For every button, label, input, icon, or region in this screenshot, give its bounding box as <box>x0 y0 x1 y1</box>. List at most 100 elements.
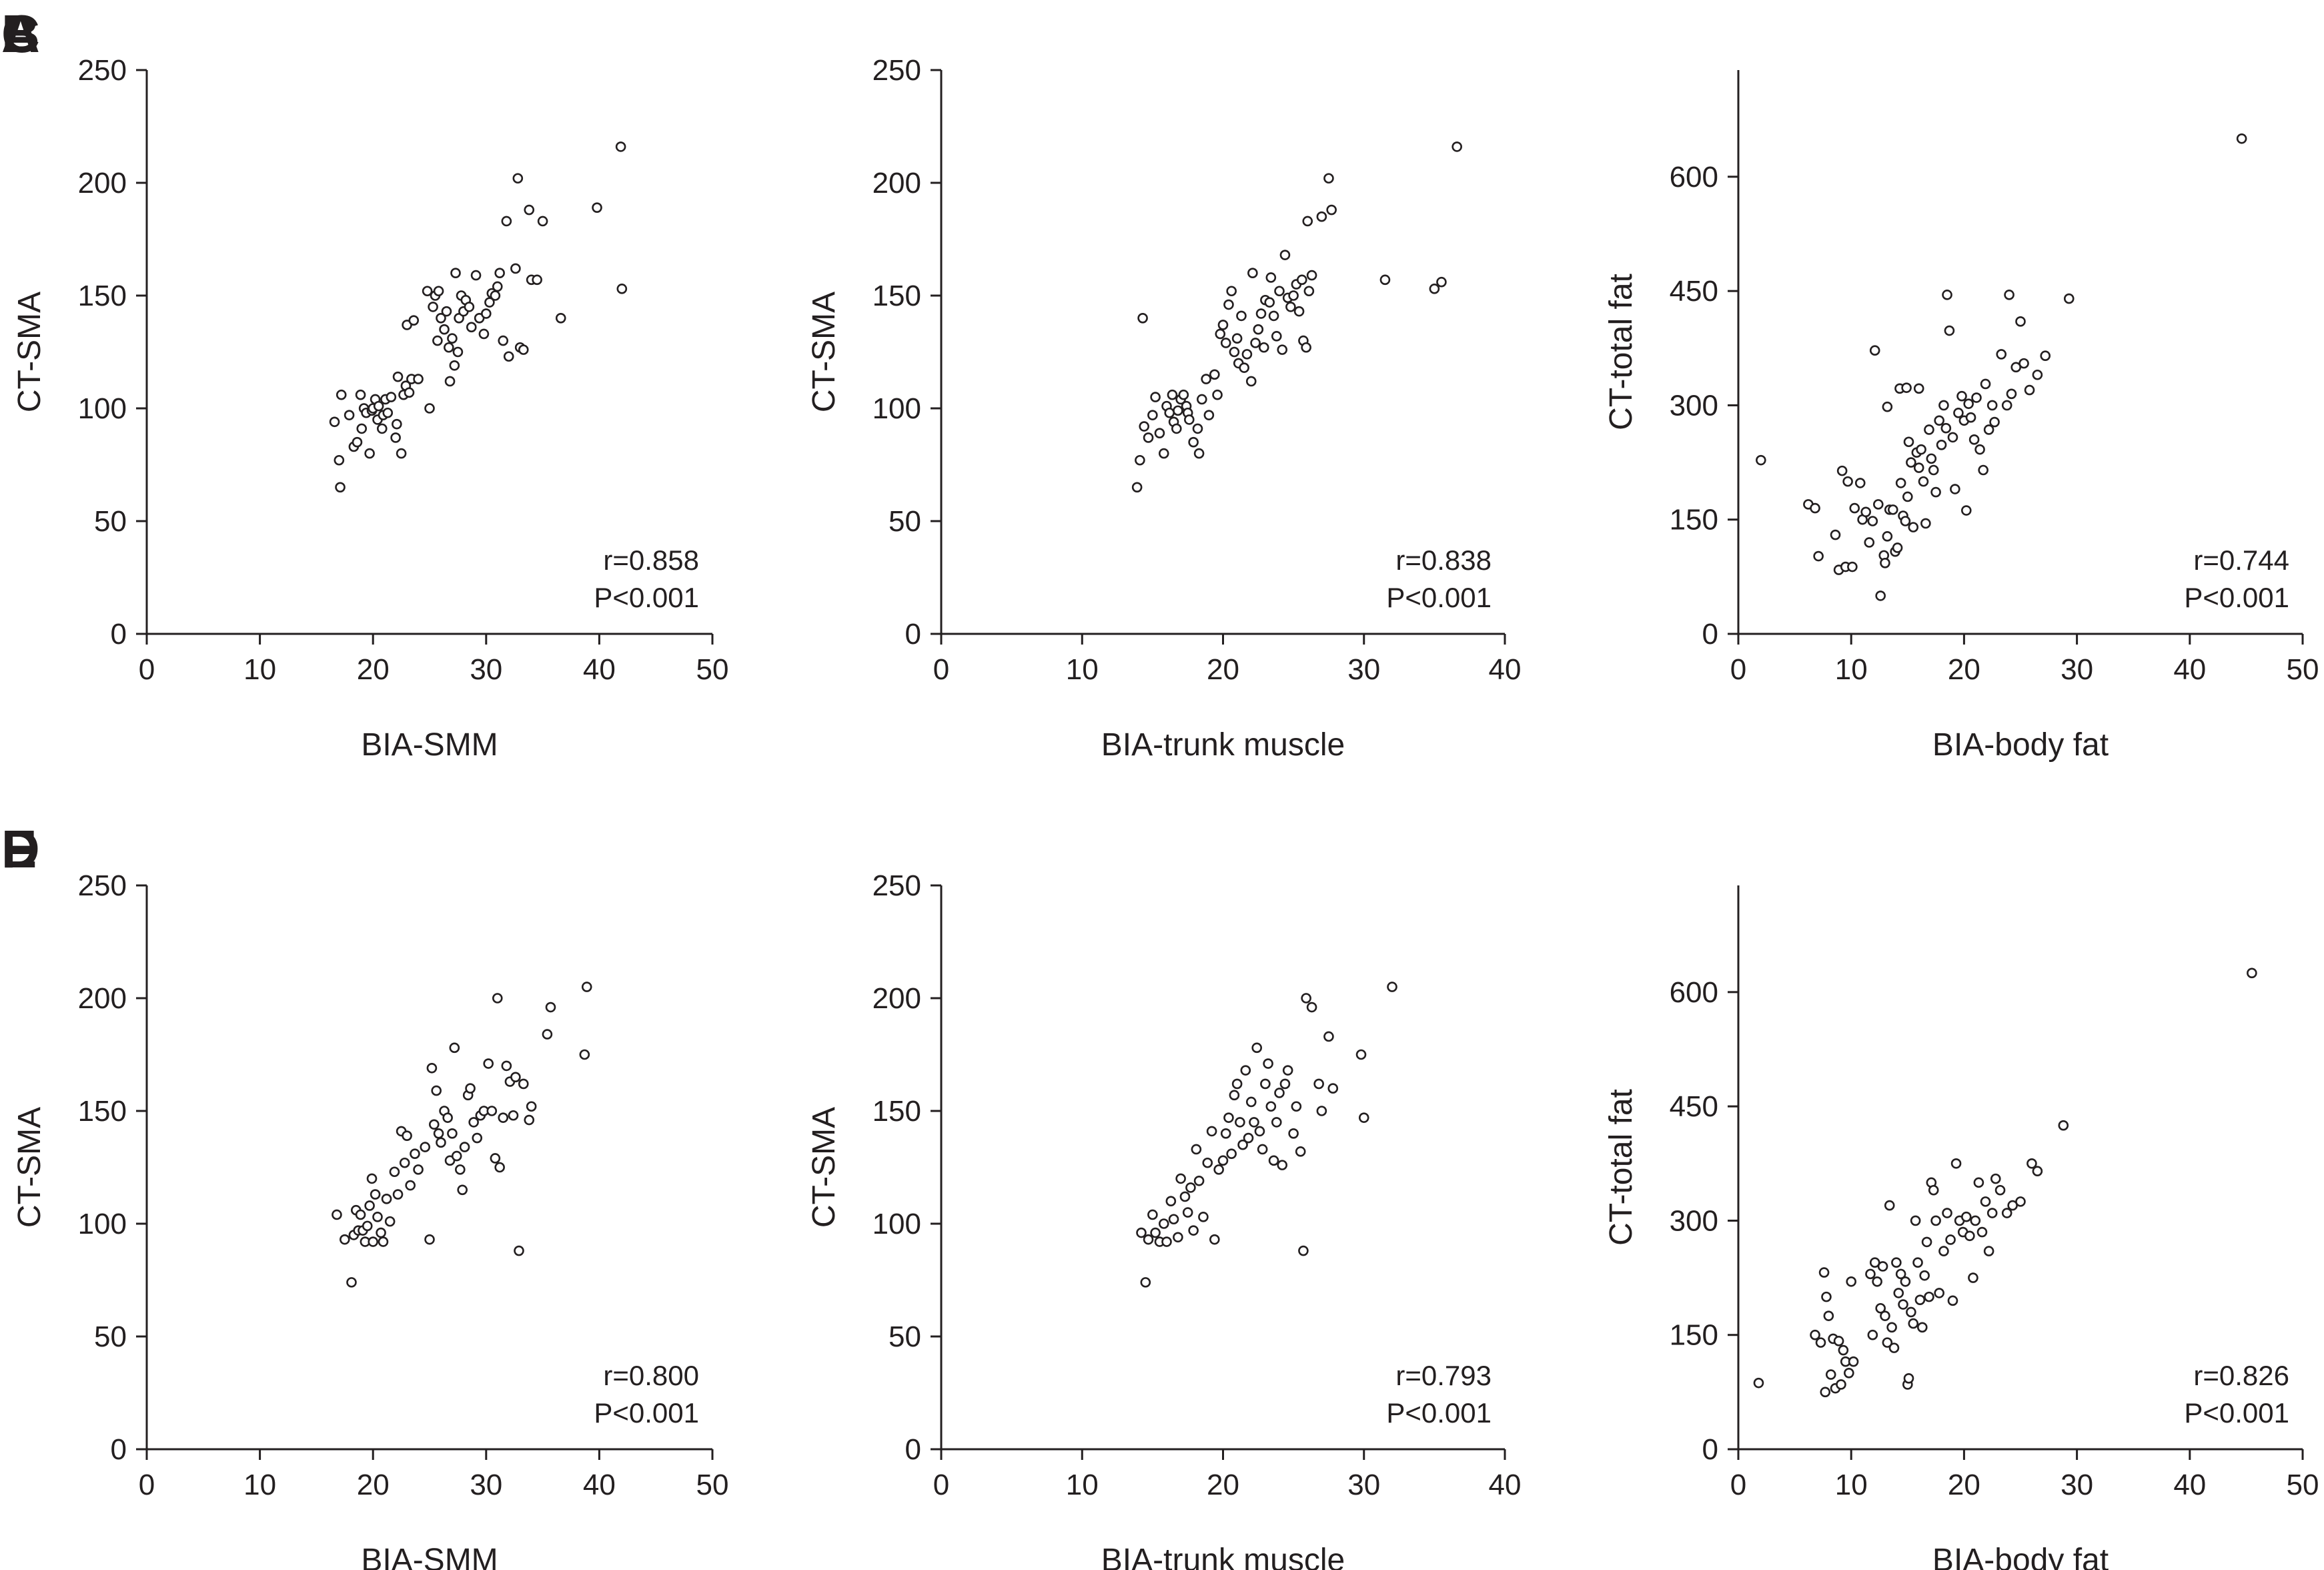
data-point <box>1947 1295 1958 1306</box>
y-tick-label: 250 <box>78 54 127 87</box>
y-axis-label: CT-SMA <box>12 1107 47 1228</box>
data-point <box>1223 299 1234 310</box>
data-point <box>581 982 592 992</box>
y-tick-label: 100 <box>78 392 127 425</box>
data-point <box>1916 444 1926 455</box>
data-point <box>1938 400 1949 411</box>
data-point <box>1265 272 1277 283</box>
data-point <box>494 1162 505 1173</box>
data-point <box>1919 1270 1930 1281</box>
data-point <box>503 351 514 362</box>
data-point <box>1249 1117 1259 1128</box>
data-point <box>1279 250 1291 260</box>
y-tick-label: 600 <box>1670 976 1718 1009</box>
data-point <box>402 1130 412 1141</box>
data-point <box>1836 1379 1846 1390</box>
y-tick-label: 0 <box>1702 618 1718 651</box>
data-point <box>1277 1160 1288 1170</box>
data-point <box>518 1078 529 1090</box>
data-point <box>1913 462 1924 473</box>
y-tick-label: 150 <box>1670 504 1718 536</box>
data-point <box>382 407 394 418</box>
x-tick-label: 40 <box>2173 653 2206 686</box>
data-point <box>2032 369 2043 380</box>
data-point <box>1173 1232 1183 1243</box>
data-point <box>392 418 402 430</box>
data-point <box>1980 1196 1991 1207</box>
y-tick-label: 0 <box>905 618 921 651</box>
x-tick-label: 40 <box>1489 1469 1522 1501</box>
data-point <box>1326 204 1337 216</box>
data-point <box>1226 286 1237 297</box>
data-point <box>336 389 347 400</box>
data-point <box>1175 1173 1186 1184</box>
data-point <box>1864 537 1875 548</box>
data-point <box>1818 1267 1830 1278</box>
data-point <box>508 1110 519 1121</box>
data-point <box>2001 400 2012 411</box>
data-point <box>480 308 492 319</box>
r-value: r=0.800 <box>603 1360 699 1391</box>
x-tick-label: 30 <box>470 653 502 686</box>
data-point <box>1912 1257 1923 1268</box>
data-point <box>413 374 424 384</box>
data-point <box>1893 1288 1904 1298</box>
y-axis-label: CT-total fat <box>1604 1089 1639 1246</box>
data-point <box>1137 312 1148 324</box>
data-point <box>1978 464 1988 476</box>
x-tick-label: 10 <box>1066 653 1099 686</box>
data-point <box>1355 1049 1367 1060</box>
data-point <box>478 328 490 340</box>
data-point <box>355 389 366 400</box>
data-point <box>1924 1291 1934 1302</box>
data-point <box>2024 384 2035 396</box>
data-point <box>494 268 505 279</box>
data-point <box>339 1234 350 1245</box>
data-point <box>2001 1208 2012 1218</box>
y-tick-label: 0 <box>1702 1433 1718 1466</box>
data-point <box>366 1173 378 1184</box>
x-tick-label: 50 <box>696 653 729 686</box>
data-point <box>1884 1200 1895 1211</box>
data-point <box>1908 522 1919 532</box>
data-point <box>1914 1294 1926 1305</box>
data-point <box>1209 1234 1220 1245</box>
data-point <box>1206 1126 1217 1137</box>
data-point <box>1906 457 1916 468</box>
data-point <box>346 1277 357 1288</box>
data-point <box>1429 284 1440 294</box>
data-point <box>1282 1065 1293 1076</box>
panel-letter-d: D <box>1 819 40 879</box>
p-value: P<0.001 <box>2184 582 2289 613</box>
data-point <box>1288 1128 1299 1139</box>
x-tick-label: 30 <box>1347 1469 1380 1501</box>
data-point <box>1964 1230 1975 1242</box>
data-point <box>486 1106 498 1116</box>
data-point <box>1854 478 1866 488</box>
data-point <box>1192 423 1203 434</box>
y-tick-label: 250 <box>873 869 921 902</box>
data-point <box>352 436 363 448</box>
data-point <box>1253 324 1264 335</box>
data-point <box>1895 1268 1906 1280</box>
x-axis-label: BIA-SMM <box>361 727 498 763</box>
data-point <box>1306 1002 1317 1013</box>
data-point <box>459 1142 470 1152</box>
y-tick-label: 50 <box>889 1320 921 1353</box>
data-point <box>433 1128 444 1139</box>
r-value: r=0.744 <box>2193 544 2289 576</box>
data-point <box>1974 444 1985 455</box>
data-point <box>1201 374 1211 384</box>
data-point <box>1293 306 1305 317</box>
x-tick-label: 0 <box>933 1469 949 1501</box>
y-tick-label: 200 <box>78 982 127 1015</box>
data-point <box>2007 1200 2018 1211</box>
data-point <box>428 302 438 312</box>
data-point <box>405 1180 416 1191</box>
x-tick-label: 20 <box>357 653 390 686</box>
data-point <box>532 274 542 286</box>
x-tick-label: 30 <box>2061 653 2093 686</box>
y-tick-label: 450 <box>1670 275 1718 308</box>
data-point <box>368 1236 379 1247</box>
